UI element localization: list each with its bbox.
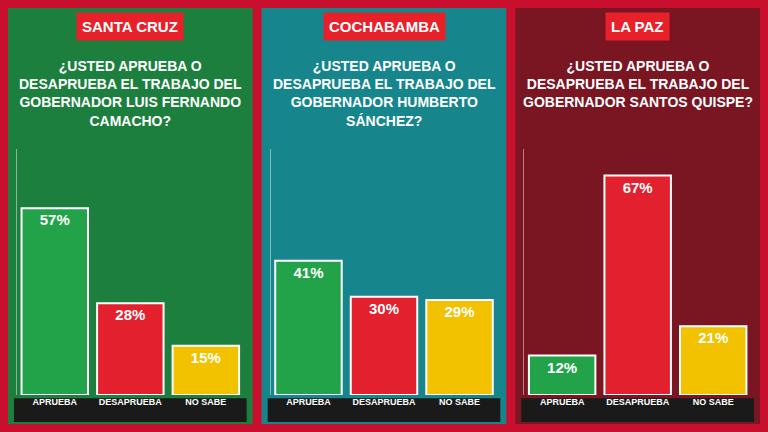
- svg-text:NO SABE: NO SABE: [185, 397, 226, 407]
- svg-text:DESAPRUEBA: DESAPRUEBA: [99, 397, 163, 407]
- svg-text:¿USTED APRUEBA ODESAPRUEBA EL: ¿USTED APRUEBA ODESAPRUEBA EL TRABAJO DE…: [273, 58, 496, 129]
- svg-text:67%: 67%: [623, 179, 653, 196]
- svg-text:LA PAZ: LA PAZ: [611, 18, 664, 35]
- svg-text:APRUEBA: APRUEBA: [286, 397, 331, 407]
- svg-text:¿USTED APRUEBA ODESAPRUEBA EL: ¿USTED APRUEBA ODESAPRUEBA EL TRABAJO DE…: [19, 58, 242, 129]
- svg-text:DESAPRUEBA: DESAPRUEBA: [352, 397, 416, 407]
- svg-text:SANTA CRUZ: SANTA CRUZ: [82, 18, 178, 35]
- svg-text:APRUEBA: APRUEBA: [33, 397, 78, 407]
- svg-text:DESAPRUEBA: DESAPRUEBA: [606, 397, 670, 407]
- svg-text:41%: 41%: [293, 264, 323, 281]
- svg-text:21%: 21%: [698, 329, 728, 346]
- svg-text:APRUEBA: APRUEBA: [540, 397, 585, 407]
- svg-text:NO SABE: NO SABE: [693, 397, 734, 407]
- svg-text:NO SABE: NO SABE: [439, 397, 480, 407]
- svg-text:COCHABAMBA: COCHABAMBA: [329, 18, 440, 35]
- svg-text:57%: 57%: [40, 211, 70, 228]
- svg-text:12%: 12%: [547, 359, 577, 376]
- svg-text:29%: 29%: [445, 303, 475, 320]
- svg-text:28%: 28%: [115, 306, 145, 323]
- svg-text:15%: 15%: [191, 349, 221, 366]
- svg-text:¿USTED APRUEBA ODESAPRUEBA EL: ¿USTED APRUEBA ODESAPRUEBA EL TRABAJO DE…: [523, 58, 753, 110]
- svg-text:30%: 30%: [369, 300, 399, 317]
